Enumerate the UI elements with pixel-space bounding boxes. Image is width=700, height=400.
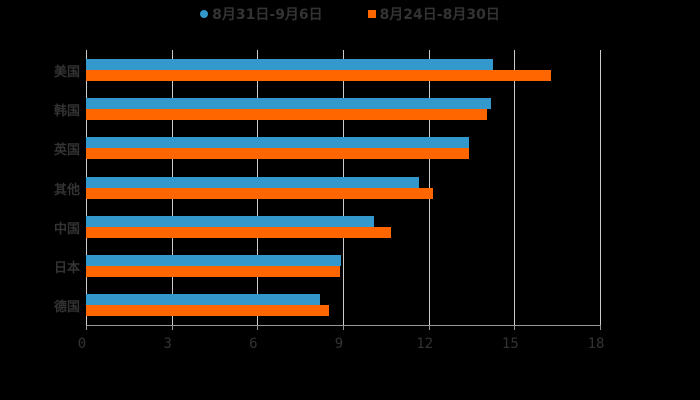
category-label: 德国	[53, 300, 80, 316]
legend-label: 8月24日-8月30日	[379, 7, 500, 23]
legend-label: 8月31日-9月6日	[212, 7, 323, 23]
category-label: 英国	[53, 143, 80, 159]
bar-series-2[interactable]	[86, 187, 433, 199]
x-tick	[428, 325, 430, 330]
bar-series-2[interactable]	[86, 148, 469, 160]
bar-series-1[interactable]	[86, 59, 494, 70]
x-tick-label: 15	[501, 336, 519, 352]
category-label: 中国	[53, 221, 80, 237]
category-label: 美国	[53, 65, 80, 80]
bar-series-1[interactable]	[86, 255, 341, 266]
legend-item-series-2[interactable]: 8月24日-8月30日	[367, 4, 500, 24]
gridline	[514, 50, 516, 325]
x-tick-label: 3	[163, 336, 172, 352]
category-label: 韩国	[53, 104, 80, 120]
x-tick-label: 9	[334, 336, 344, 352]
bar-series-1[interactable]	[86, 137, 469, 149]
legend-circle-icon	[200, 10, 209, 18]
chart-legend: 8月31日-9月6日 8月24日-8月30日	[0, 4, 700, 24]
bar-series-2[interactable]	[86, 266, 341, 277]
category-label: 日本	[53, 261, 80, 276]
x-tick	[514, 325, 516, 330]
bar-series-2[interactable]	[86, 305, 329, 317]
x-tick-label: 18	[587, 336, 605, 352]
x-tick	[343, 325, 344, 330]
bar-series-2[interactable]	[86, 109, 488, 121]
bar-series-1[interactable]	[86, 98, 492, 110]
x-tick	[86, 325, 87, 330]
bar-series-2[interactable]	[86, 70, 552, 81]
x-tick	[257, 325, 259, 330]
legend-square-icon	[367, 10, 376, 18]
bar-series-1[interactable]	[86, 176, 419, 188]
category-label: 其他	[53, 182, 80, 198]
gridline	[600, 50, 601, 325]
x-tick	[600, 325, 601, 330]
x-tick-label: 6	[249, 336, 258, 352]
legend-item-series-1[interactable]: 8月31日-9月6日	[200, 4, 323, 24]
x-axis-line	[86, 325, 601, 326]
gridline	[428, 50, 430, 325]
bar-series-1[interactable]	[86, 294, 321, 306]
bar-series-1[interactable]	[86, 215, 375, 227]
x-tick-label: 12	[416, 336, 434, 352]
bar-series-2[interactable]	[86, 226, 391, 238]
x-tick	[171, 325, 173, 330]
x-tick-label: 0	[77, 336, 87, 352]
